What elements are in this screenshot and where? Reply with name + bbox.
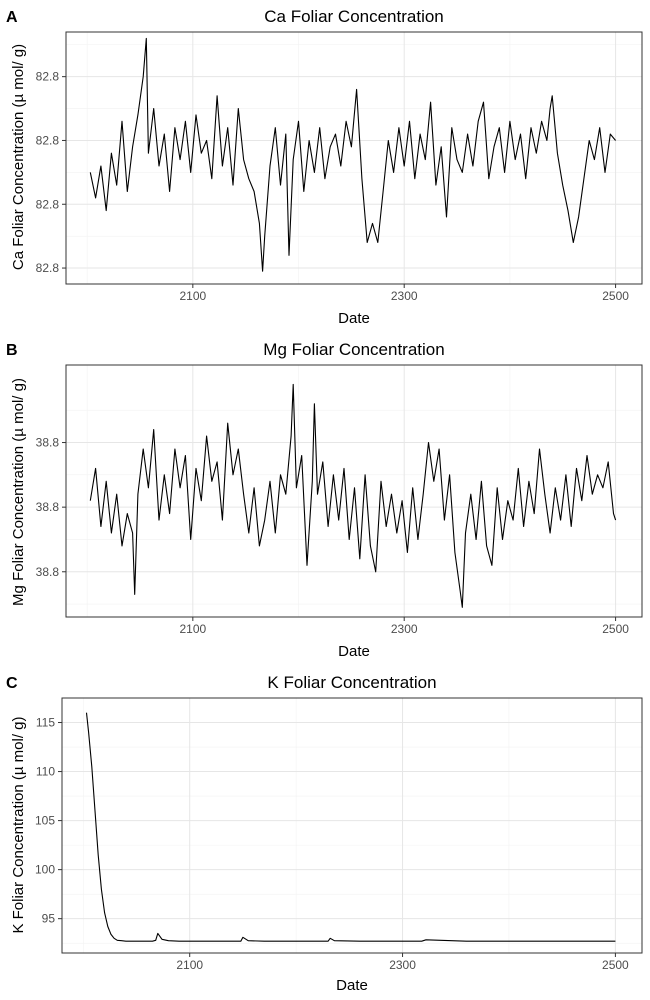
x-tick-label-b: 2500: [602, 622, 629, 636]
x-tick-label-a: 2300: [391, 289, 418, 303]
panel-b: B Mg Foliar Concentration Date Mg Foliar…: [6, 340, 643, 660]
chart-title-a: Ca Foliar Concentration: [264, 7, 444, 26]
x-tick-label-c: 2100: [176, 958, 203, 972]
x-tick-label-c: 2300: [389, 958, 416, 972]
panel-label-b: B: [6, 342, 18, 359]
x-tick-label-b: 2100: [179, 622, 206, 636]
grid-c: [62, 697, 642, 953]
y-axis-title-a: Ca Foliar Concentration (µ mol/ g): [10, 44, 27, 270]
x-tick-label-a: 2100: [179, 289, 206, 303]
series-line-b: [89, 383, 617, 608]
y-tick-label-c: 95: [42, 912, 56, 926]
y-tick-label-b: 38.8: [36, 436, 60, 450]
grid-b: [66, 365, 642, 617]
ticks-a: 2100 2300 2500 82.8 82.8 82.8 82.8: [36, 70, 630, 303]
x-tick-label-c: 2500: [602, 958, 629, 972]
series-line-a: [89, 37, 617, 272]
plot-frame-a: [65, 31, 643, 285]
panel-a: A Ca Foliar Concentration Date Ca Foliar…: [6, 7, 643, 327]
x-tick-label-b: 2300: [391, 622, 418, 636]
panel-c: C K Foliar Concentration Date K Foliar C…: [6, 673, 643, 994]
y-tick-label-b: 38.8: [36, 500, 60, 514]
x-tick-label-a: 2500: [602, 289, 629, 303]
series-line-c: [85, 712, 616, 942]
chart-title-b: Mg Foliar Concentration: [263, 340, 444, 359]
plot-frame-c: [61, 697, 643, 954]
y-tick-label-a: 82.8: [36, 133, 60, 147]
y-tick-label-c: 105: [35, 814, 55, 828]
y-tick-label-a: 82.8: [36, 197, 60, 211]
chart-title-c: K Foliar Concentration: [267, 673, 436, 692]
x-axis-title-c: Date: [336, 977, 368, 994]
plot-frame-b: [65, 364, 643, 618]
y-tick-label-c: 110: [36, 765, 55, 779]
panel-label-a: A: [6, 9, 18, 26]
ticks-c: 2100 2300 2500 95 100 105 110 115: [35, 716, 629, 972]
y-tick-label-b: 38.8: [36, 565, 60, 579]
y-tick-label-a: 82.8: [36, 261, 60, 275]
x-axis-title-a: Date: [338, 310, 370, 327]
y-tick-label-c: 100: [35, 863, 55, 877]
y-axis-title-c: K Foliar Concentration (µ mol/ g): [10, 716, 27, 933]
y-tick-label-a: 82.8: [36, 70, 60, 84]
grid-a: [66, 32, 642, 284]
y-tick-label-c: 115: [36, 716, 55, 730]
y-axis-title-b: Mg Foliar Concentration (µ mol/ g): [10, 378, 27, 606]
panel-label-c: C: [6, 675, 18, 692]
ticks-b: 2100 2300 2500 38.8 38.8 38.8: [36, 436, 630, 636]
x-axis-title-b: Date: [338, 643, 370, 660]
